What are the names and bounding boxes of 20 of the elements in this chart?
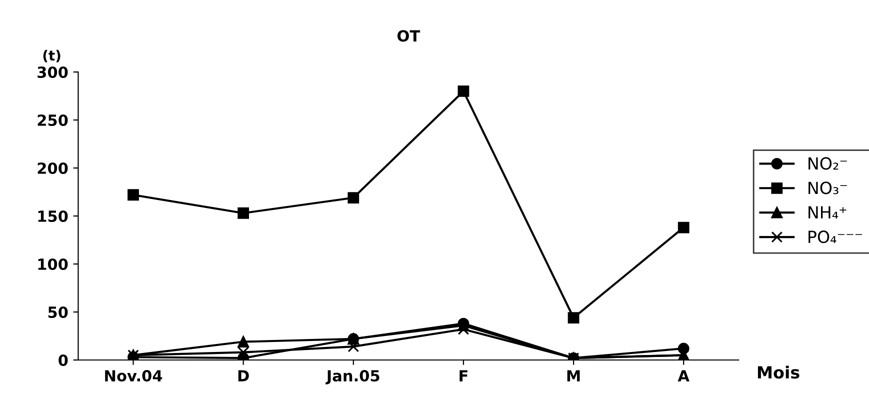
y-tick-label: 250	[38, 114, 68, 126]
legend-label: NO₃⁻	[808, 182, 847, 194]
x-tick-label: F	[460, 370, 468, 382]
x-axis-title: Mois	[758, 366, 800, 379]
legend-label: NH₄⁺	[808, 206, 846, 218]
y-tick-label: 300	[38, 66, 68, 78]
y-tick-label: 200	[38, 162, 68, 174]
chart-title: OT	[397, 30, 420, 42]
x-tick-label: M	[567, 370, 580, 382]
x-tick-label: Nov.04	[105, 370, 162, 382]
y-tick-label: 50	[48, 306, 68, 318]
x-tick-label: Jan.05	[326, 370, 380, 384]
x-tick-label: A	[678, 370, 690, 382]
legend-label: PO₄⁻⁻⁻	[808, 230, 862, 244]
y-tick-label: 100	[38, 258, 68, 270]
y-tick-label: 150	[38, 210, 68, 222]
y-tick-label: 0	[58, 354, 68, 366]
legend-label: NO₂⁻	[808, 157, 847, 170]
x-tick-label: D	[238, 370, 249, 382]
y-axis-title: (t)	[43, 50, 60, 62]
